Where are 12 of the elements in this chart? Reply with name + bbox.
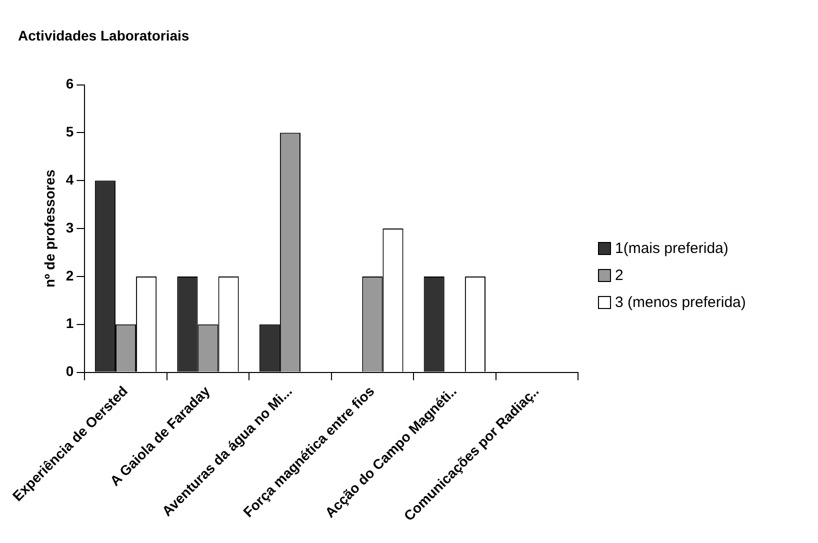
y-tick-label: 5 <box>66 124 74 140</box>
y-tick-label: 3 <box>66 219 74 236</box>
text: 3 (menos preferida) <box>615 294 746 311</box>
y-tick-label: 0 <box>66 363 74 380</box>
y-tick-label: 1 <box>66 315 74 332</box>
chart-title: Actividades Laboratoriais <box>18 27 190 44</box>
y-axis-title: nº de professores <box>41 169 58 288</box>
legend-label: 1(mais preferida) <box>615 240 728 257</box>
y-tick-label: 4 <box>66 171 74 188</box>
y-tick-label: 2 <box>66 267 74 284</box>
legend-label: 2 <box>615 267 624 284</box>
y-tick-label: 6 <box>66 76 74 92</box>
